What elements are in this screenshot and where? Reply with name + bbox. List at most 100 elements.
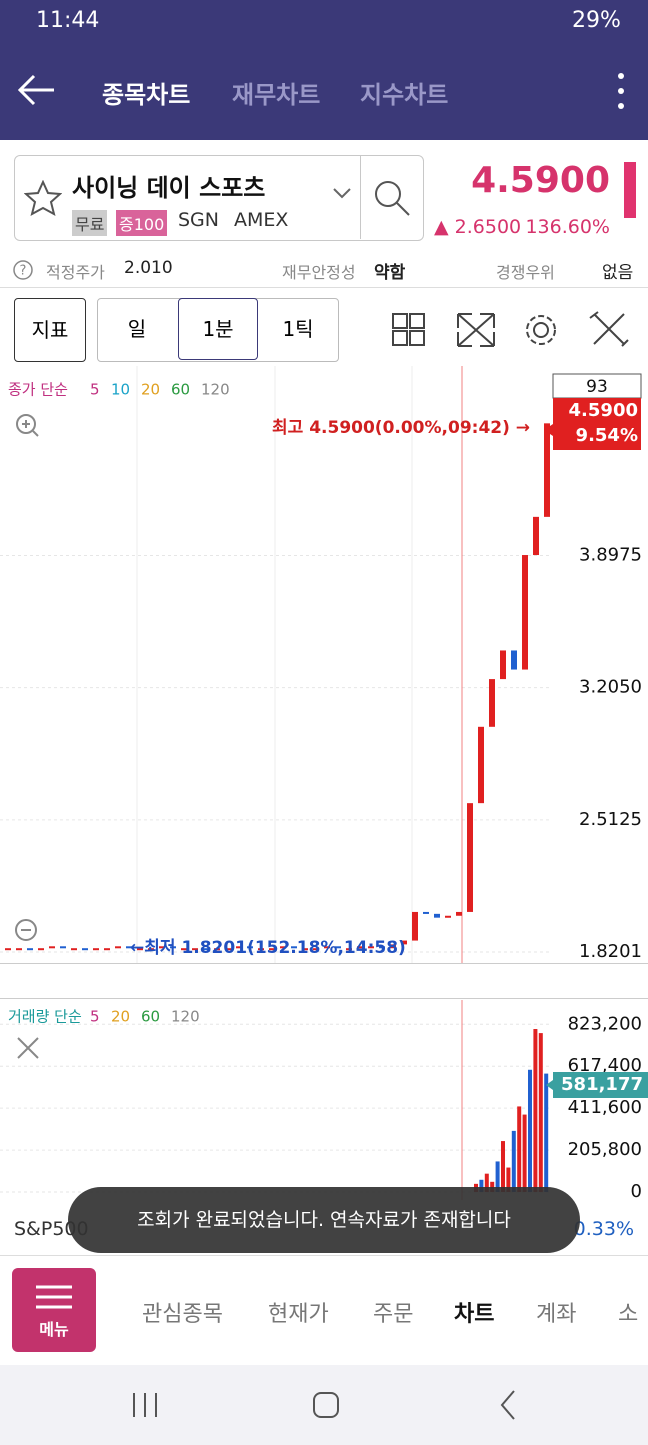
last-price: 4.5900 bbox=[569, 400, 638, 421]
index-change: 0.33% bbox=[573, 1218, 634, 1240]
search-button[interactable] bbox=[372, 178, 412, 218]
tab[interactable]: 지수차트 bbox=[360, 81, 449, 109]
candle bbox=[423, 911, 429, 914]
zoom-buttons[interactable] bbox=[15, 414, 39, 941]
y-tick-label: 823,200 bbox=[568, 1013, 642, 1034]
legend-item: 5 bbox=[90, 1008, 100, 1026]
price-change: ▲ 2.6500 bbox=[434, 216, 522, 238]
nav-item[interactable]: 관심종목 bbox=[142, 1302, 223, 1327]
volume-bar bbox=[490, 1181, 495, 1192]
legend-item: 20 bbox=[111, 1008, 130, 1026]
volume-bar bbox=[528, 1069, 532, 1192]
volume-bar bbox=[522, 1114, 527, 1192]
candle bbox=[225, 948, 231, 951]
y-tick-label: 2.5125 bbox=[579, 809, 642, 830]
last-price-box bbox=[544, 398, 641, 450]
low-note: ←최저 1.8201(152.18%,14:58) bbox=[130, 938, 406, 958]
period-button[interactable]: 1틱 bbox=[282, 317, 314, 341]
separator bbox=[0, 963, 648, 964]
candle bbox=[203, 948, 209, 951]
period-button[interactable]: 일 bbox=[127, 317, 147, 341]
back-button[interactable] bbox=[14, 70, 58, 110]
candle bbox=[269, 948, 275, 951]
nav-item[interactable]: 현재가 bbox=[268, 1302, 329, 1327]
toast: 조회가 완료되었습니다. 연속자료가 존재합니다 bbox=[68, 1187, 580, 1253]
volume-bar bbox=[506, 1167, 511, 1192]
candle bbox=[412, 911, 418, 941]
high-note: 최고 4.5900(0.00%,09:42) → bbox=[272, 418, 530, 438]
y-tick-label: 0 bbox=[631, 1181, 642, 1202]
nav-item[interactable]: 차트 bbox=[454, 1302, 495, 1327]
volume-bar bbox=[544, 1073, 549, 1192]
candle bbox=[181, 948, 187, 951]
legend-item: 120 bbox=[171, 1008, 200, 1026]
candle bbox=[335, 946, 341, 949]
menu-button[interactable] bbox=[12, 1268, 96, 1352]
candle bbox=[159, 946, 165, 949]
candle bbox=[148, 948, 154, 951]
indicator-button[interactable]: 지표 bbox=[14, 298, 86, 362]
volume-bar bbox=[517, 1106, 522, 1192]
y-tick-label: 617,400 bbox=[568, 1055, 642, 1076]
legend-item: 60 bbox=[171, 381, 190, 399]
volume-bar bbox=[538, 1033, 543, 1192]
exchange: AMEX bbox=[234, 209, 289, 231]
separator bbox=[0, 998, 648, 999]
volume-bar bbox=[501, 1141, 505, 1192]
candle bbox=[60, 946, 66, 949]
count-box bbox=[552, 373, 642, 399]
menu-icon bbox=[36, 1285, 72, 1309]
volume-bar bbox=[511, 1130, 516, 1192]
volume-bar bbox=[479, 1179, 484, 1192]
separator bbox=[0, 1255, 648, 1256]
volume-bar bbox=[495, 1161, 500, 1192]
tab[interactable]: 재무차트 bbox=[232, 81, 321, 109]
candle bbox=[489, 679, 495, 727]
menu-label: 메뉴 bbox=[39, 1320, 69, 1339]
candle bbox=[467, 803, 473, 912]
current-price: 4.5900 bbox=[471, 160, 610, 201]
legend-item: 20 bbox=[141, 381, 160, 399]
help-icon[interactable]: ? bbox=[12, 259, 34, 281]
nav-item[interactable]: 주문 bbox=[373, 1302, 414, 1327]
candle bbox=[445, 915, 451, 918]
volume-chart: 0 205,800 411,600 617,400 823,200 거래량 단순 5 20 60… bbox=[0, 1000, 648, 1202]
candle bbox=[434, 913, 440, 918]
app-header bbox=[0, 0, 648, 140]
period-button[interactable]: 1분 bbox=[178, 298, 258, 360]
candle bbox=[258, 948, 264, 951]
nav-item[interactable]: 계좌 bbox=[536, 1302, 577, 1327]
y-tick-label: 3.2050 bbox=[579, 677, 642, 698]
legend-item: 10 bbox=[111, 381, 130, 399]
legend-item: 120 bbox=[201, 381, 230, 399]
dropdown[interactable] bbox=[332, 186, 352, 200]
candle bbox=[511, 650, 517, 670]
candle bbox=[302, 948, 308, 951]
candle bbox=[126, 946, 132, 949]
legend-label: 거래량 단순 bbox=[8, 1008, 82, 1026]
candle bbox=[49, 946, 55, 949]
status-time: 11:44 bbox=[36, 8, 100, 33]
badge: 증100 bbox=[116, 210, 168, 236]
battery: 29% bbox=[572, 8, 621, 33]
candle bbox=[522, 555, 528, 670]
more-button[interactable] bbox=[614, 70, 628, 112]
candle bbox=[280, 946, 286, 949]
tool-icons[interactable] bbox=[390, 310, 630, 350]
svg-text:?: ? bbox=[20, 264, 27, 279]
candle bbox=[93, 948, 99, 951]
last-volume: 581,177 bbox=[561, 1074, 643, 1095]
y-tick-label: 411,600 bbox=[568, 1097, 642, 1118]
tab[interactable]: 종목차트 bbox=[102, 81, 191, 109]
candle bbox=[346, 948, 352, 951]
badge: 무료 bbox=[72, 210, 108, 236]
volume-bar bbox=[484, 1173, 489, 1192]
candle bbox=[456, 911, 462, 916]
close-button[interactable] bbox=[17, 1037, 39, 1059]
candle bbox=[236, 946, 242, 949]
favorite-star[interactable] bbox=[24, 180, 62, 216]
price-change-pct: 136.60% bbox=[525, 216, 610, 238]
candle bbox=[5, 948, 11, 951]
system-buttons[interactable] bbox=[0, 1385, 648, 1425]
nav-item[interactable]: 소 bbox=[618, 1302, 639, 1327]
